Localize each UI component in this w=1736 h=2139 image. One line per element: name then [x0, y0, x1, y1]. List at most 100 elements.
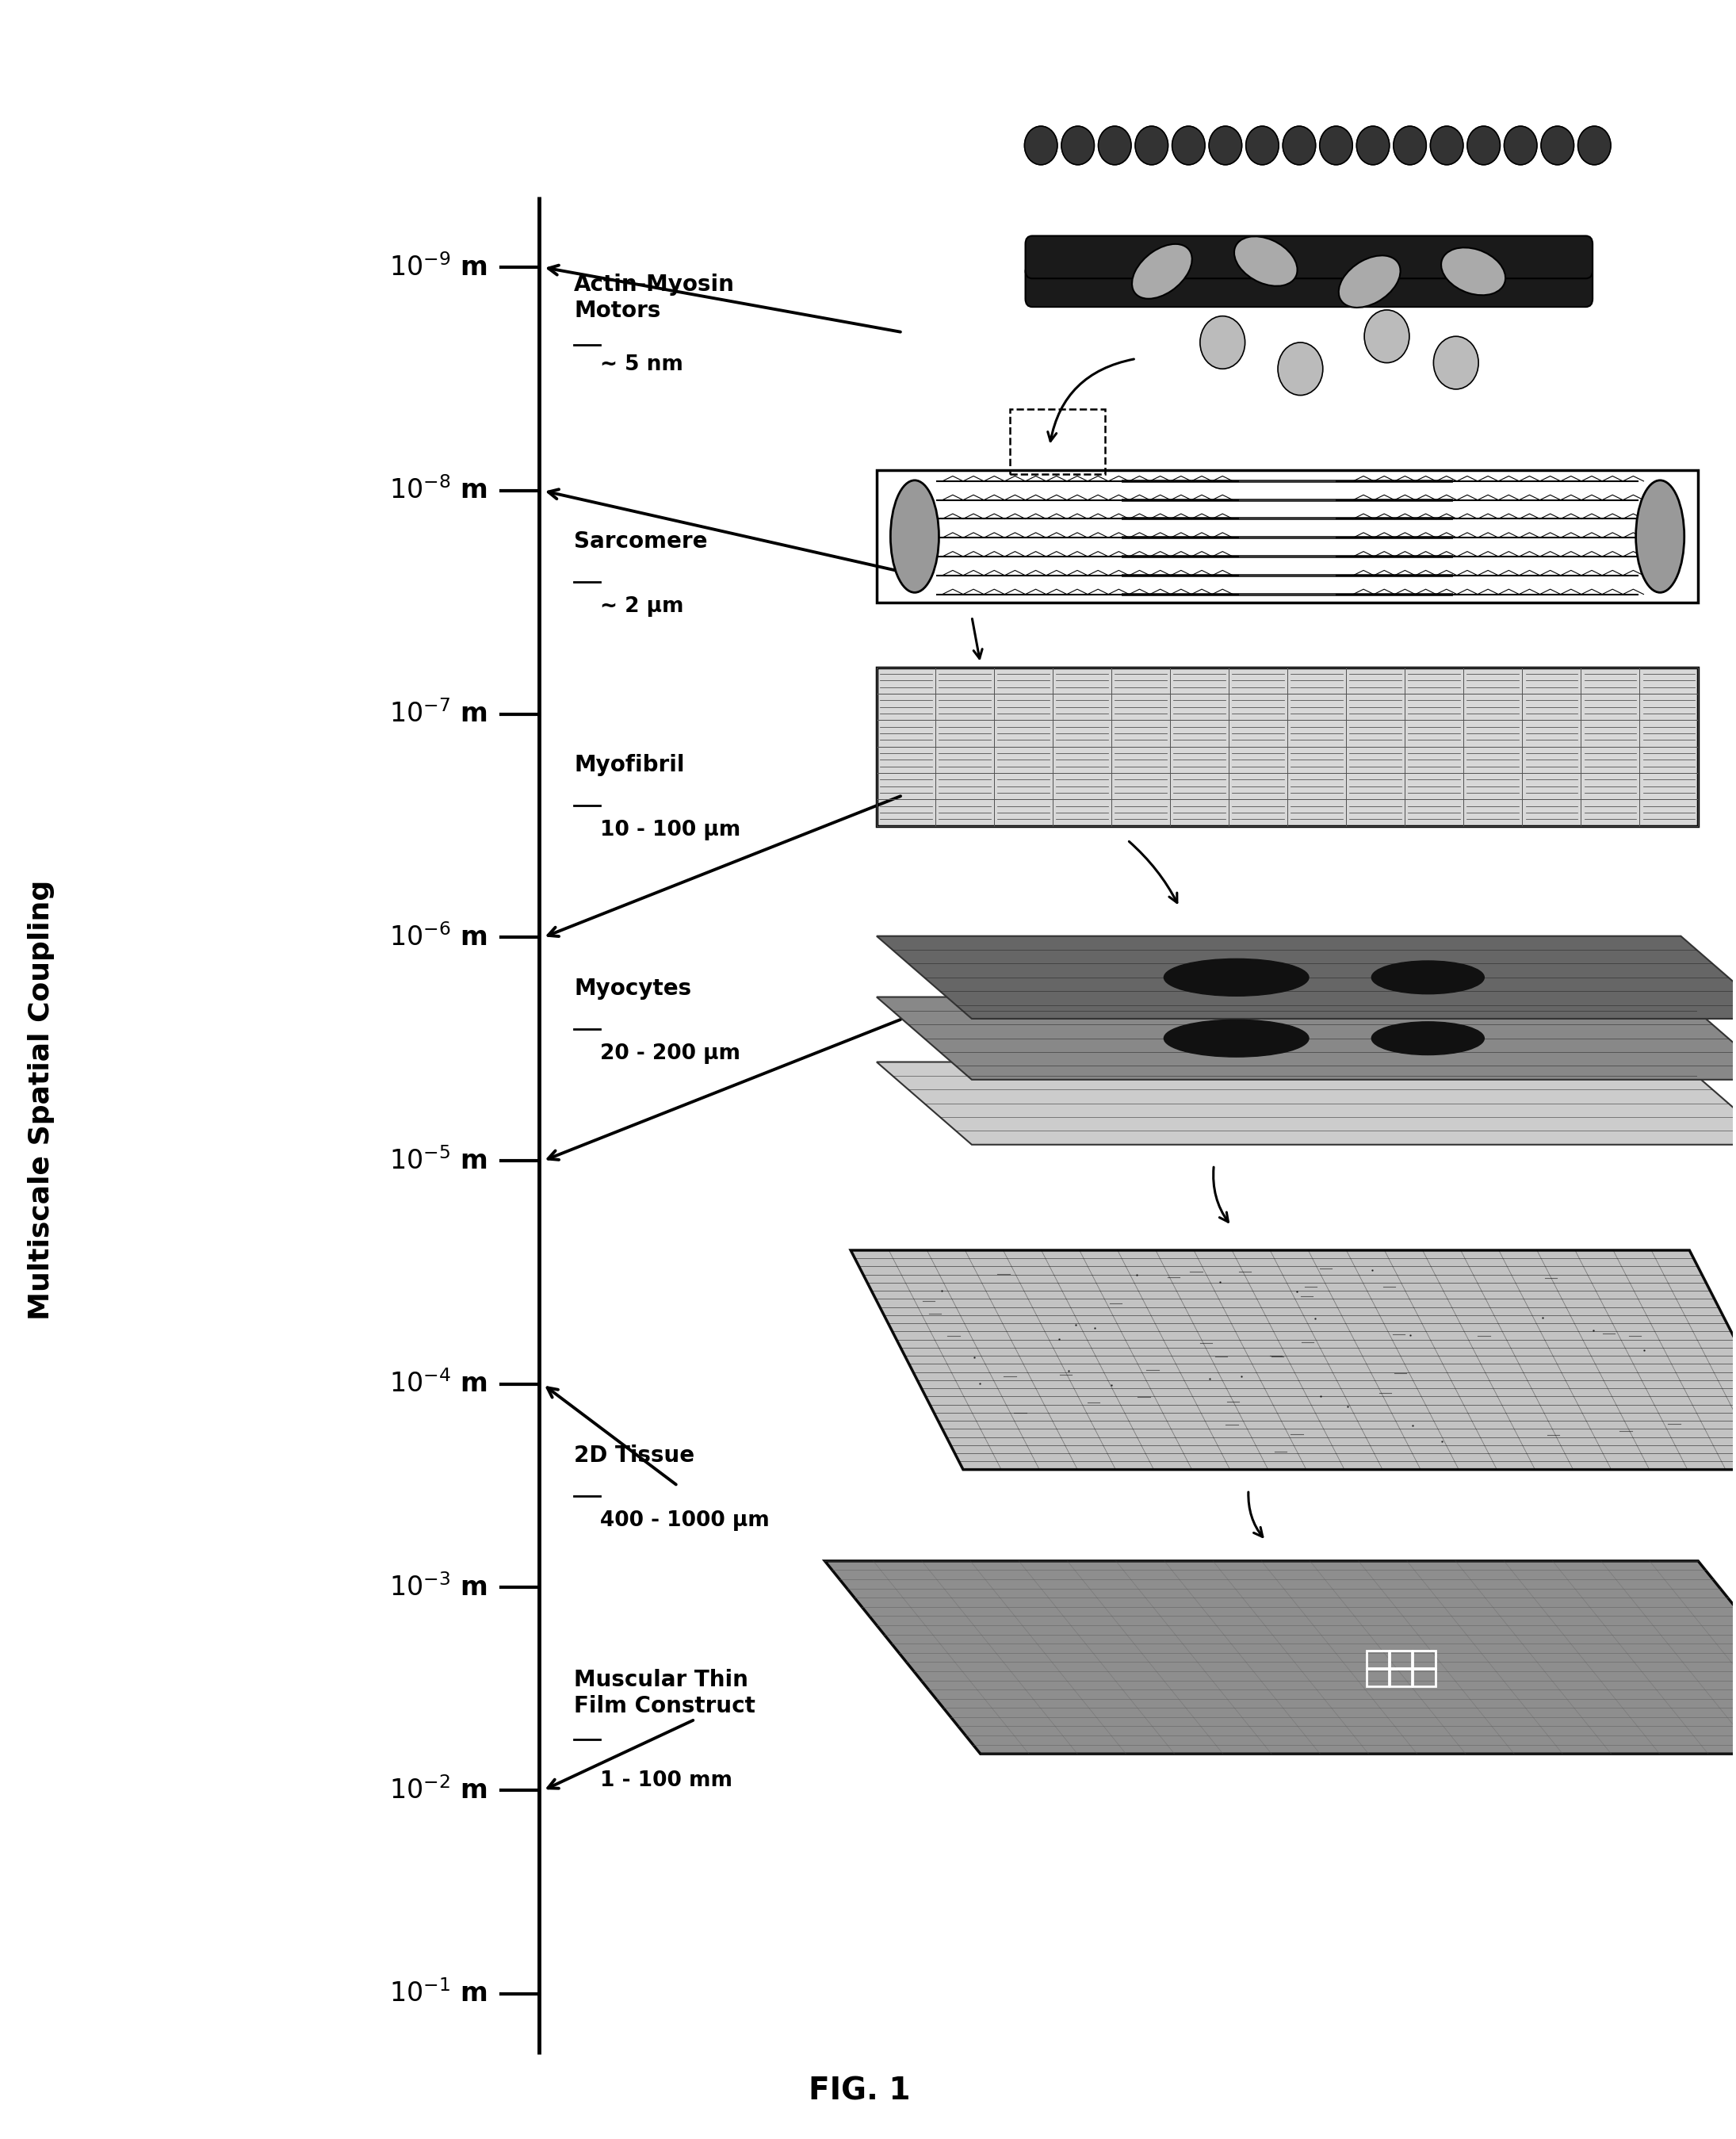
Text: ~ 2 μm: ~ 2 μm [601, 597, 684, 616]
Bar [1522, 721, 1581, 747]
Text: Myofibril: Myofibril [575, 753, 684, 776]
Text: $10^{-6}$ m: $10^{-6}$ m [389, 924, 488, 952]
Ellipse shape [1635, 481, 1684, 593]
Bar [1522, 772, 1581, 800]
Bar [1389, 1651, 1411, 1668]
Bar [1229, 693, 1288, 721]
Circle shape [1200, 317, 1245, 368]
Bar [936, 800, 995, 826]
Bar [1581, 667, 1639, 693]
Bar [1639, 721, 1698, 747]
FancyBboxPatch shape [1026, 265, 1592, 306]
Text: $10^{-3}$ m: $10^{-3}$ m [389, 1574, 488, 1602]
Text: $10^{-5}$ m: $10^{-5}$ m [389, 1147, 488, 1174]
Circle shape [1208, 126, 1241, 165]
Polygon shape [877, 1061, 1736, 1144]
Bar [1170, 721, 1229, 747]
Bar [1229, 721, 1288, 747]
Ellipse shape [1441, 248, 1505, 295]
Bar [1463, 667, 1522, 693]
Bar [1639, 747, 1698, 772]
Bar [995, 721, 1052, 747]
Bar [1052, 667, 1111, 693]
Bar [1581, 747, 1639, 772]
Text: 20 - 200 μm: 20 - 200 μm [601, 1044, 740, 1063]
Bar [1639, 800, 1698, 826]
Bar [1522, 693, 1581, 721]
Text: 400 - 1000 μm: 400 - 1000 μm [601, 1510, 769, 1532]
Bar [1463, 772, 1522, 800]
Ellipse shape [1234, 237, 1297, 287]
Bar [936, 747, 995, 772]
Bar [1229, 667, 1288, 693]
Circle shape [1356, 126, 1389, 165]
Bar [1413, 1651, 1436, 1668]
Circle shape [1172, 126, 1205, 165]
Bar [1345, 800, 1404, 826]
Bar [1463, 721, 1522, 747]
Bar [1345, 667, 1404, 693]
Bar [1052, 721, 1111, 747]
Ellipse shape [891, 481, 939, 593]
Bar [1170, 800, 1229, 826]
Polygon shape [877, 937, 1736, 1018]
Bar [1170, 693, 1229, 721]
Bar [1366, 1668, 1389, 1686]
Circle shape [1578, 126, 1611, 165]
Bar [1463, 693, 1522, 721]
Circle shape [1283, 126, 1316, 165]
Bar [1639, 667, 1698, 693]
Text: 2D Tissue: 2D Tissue [575, 1444, 694, 1467]
Bar [1052, 800, 1111, 826]
Bar [1170, 772, 1229, 800]
Circle shape [1542, 126, 1575, 165]
Bar [877, 747, 936, 772]
Bar [1288, 747, 1345, 772]
Bar [877, 471, 1698, 603]
Bar [1522, 667, 1581, 693]
Bar [1111, 800, 1170, 826]
Circle shape [1024, 126, 1057, 165]
Bar [995, 772, 1052, 800]
Text: 1 - 100 mm: 1 - 100 mm [601, 1769, 733, 1790]
Ellipse shape [1163, 958, 1309, 997]
Bar [1404, 693, 1463, 721]
Bar [1229, 747, 1288, 772]
Bar [877, 721, 936, 747]
Text: Actin-Myosin
Motors: Actin-Myosin Motors [575, 274, 734, 321]
Circle shape [1467, 126, 1500, 165]
Bar [1639, 772, 1698, 800]
Bar [1389, 1668, 1411, 1686]
Bar [1463, 800, 1522, 826]
Bar [877, 772, 936, 800]
Bar [1345, 747, 1404, 772]
Text: 10 - 100 μm: 10 - 100 μm [601, 819, 741, 841]
Bar [1404, 721, 1463, 747]
Text: Multiscale Spatial Coupling: Multiscale Spatial Coupling [28, 879, 56, 1320]
Bar [1581, 693, 1639, 721]
Bar [1052, 772, 1111, 800]
Bar [877, 667, 936, 693]
Text: Muscular Thin
Film Construct: Muscular Thin Film Construct [575, 1668, 755, 1718]
Bar [1288, 800, 1345, 826]
Bar [1288, 772, 1345, 800]
Text: Myocytes: Myocytes [575, 978, 691, 999]
Bar [995, 800, 1052, 826]
Bar [1010, 409, 1104, 475]
Bar [1229, 772, 1288, 800]
Bar [1463, 747, 1522, 772]
Bar [1288, 693, 1345, 721]
Bar [1639, 693, 1698, 721]
Bar [1170, 747, 1229, 772]
Bar [1404, 747, 1463, 772]
Text: Sarcomere: Sarcomere [575, 530, 708, 552]
Ellipse shape [1371, 960, 1484, 995]
Circle shape [1503, 126, 1536, 165]
Bar [995, 747, 1052, 772]
Ellipse shape [1371, 1022, 1484, 1055]
Circle shape [1099, 126, 1132, 165]
Bar [1345, 721, 1404, 747]
Bar [877, 800, 936, 826]
Bar [1404, 667, 1463, 693]
Bar [1581, 772, 1639, 800]
